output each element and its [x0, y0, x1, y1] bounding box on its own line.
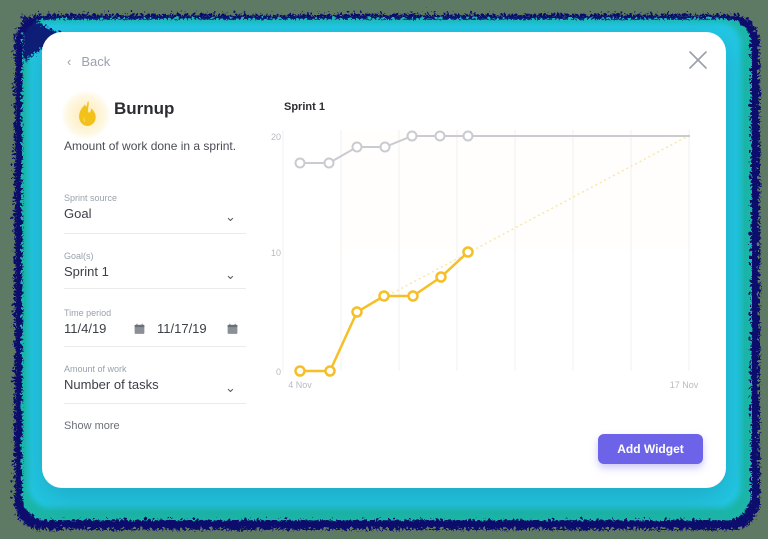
svg-text:0: 0 — [276, 367, 281, 377]
svg-text:17 Nov: 17 Nov — [670, 380, 699, 390]
svg-text:10: 10 — [271, 248, 281, 258]
svg-text:4 Nov: 4 Nov — [288, 380, 312, 390]
svg-text:20: 20 — [271, 132, 281, 142]
